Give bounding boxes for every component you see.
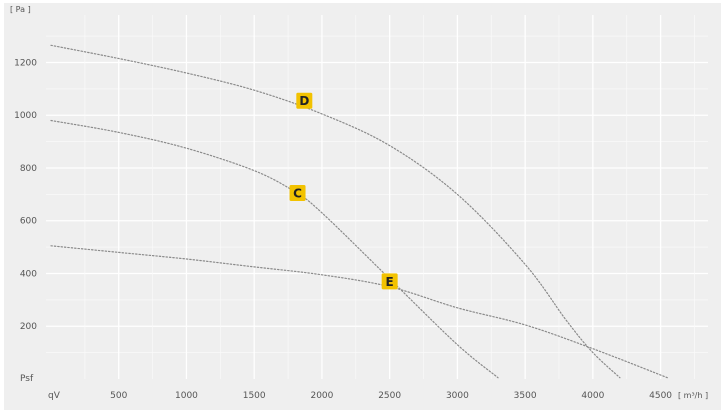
x-tick-label: 2000	[310, 391, 333, 401]
grid-lines	[46, 15, 708, 379]
curve-badges: D C E	[289, 92, 398, 290]
series-badge-d	[296, 92, 313, 109]
plot-panel	[4, 3, 721, 410]
series-label-e: E	[386, 275, 394, 289]
y-tick-label: 1200	[14, 58, 37, 68]
y-axis-label: [ Pa ]	[10, 5, 31, 14]
x-tick-label: 1500	[243, 391, 266, 401]
series-line-d	[50, 44, 621, 379]
y-tick-labels: 200 400 600 800 1000 1200	[14, 58, 37, 332]
x-tick-label: 3500	[514, 391, 537, 401]
x-tick-label: 4000	[581, 391, 604, 401]
y-tick-label: 400	[20, 269, 37, 279]
y-origin-label: Psf	[20, 374, 34, 384]
x-tick-label: 2500	[378, 391, 401, 401]
series-badge-c	[289, 185, 306, 202]
series-label-d: D	[299, 94, 309, 108]
x-tick-label: 500	[110, 391, 127, 401]
x-axis-label: [ m³/h ]	[678, 391, 708, 400]
x-tick-label: 3000	[446, 391, 469, 401]
series-badge-e	[381, 273, 398, 290]
y-tick-label: 600	[20, 217, 37, 227]
y-tick-label: 800	[20, 164, 37, 174]
series-line-e	[50, 245, 668, 379]
x-tick-label: 1000	[175, 391, 198, 401]
y-tick-label: 200	[20, 322, 37, 332]
x-origin-label: qV	[48, 391, 61, 401]
y-tick-label: 1000	[14, 111, 37, 121]
series-label-c: C	[293, 187, 302, 201]
x-tick-labels: 500 1000 1500 2000 2500 3000 3500 4000 4500	[110, 391, 672, 401]
x-tick-label: 4500	[649, 391, 672, 401]
